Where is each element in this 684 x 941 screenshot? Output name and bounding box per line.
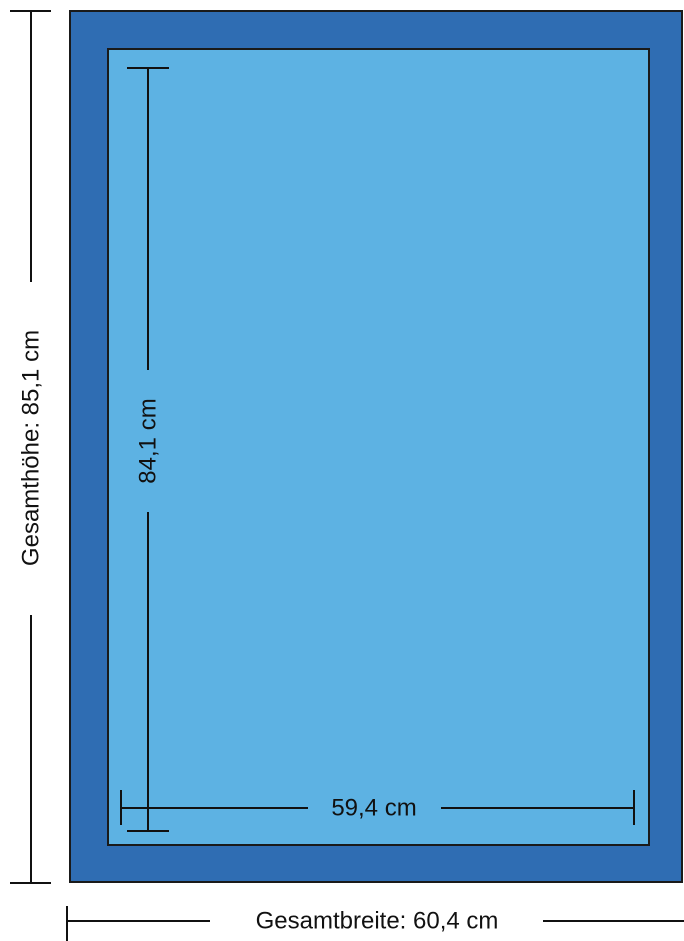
total-height-dimension: Gesamthöhe: 85,1 cm (10, 10, 51, 884)
total-width-dimension: Gesamtbreite: 60,4 cm (66, 906, 684, 941)
total-width-label: Gesamtbreite: 60,4 cm (256, 908, 499, 935)
inner-width-label: 59,4 cm (331, 795, 416, 822)
inner-panel (107, 48, 650, 846)
inner-width-dimension: 59,4 cm (120, 790, 635, 825)
inner-height-label: 84,1 cm (135, 398, 162, 483)
inner-height-dimension: 84,1 cm (127, 67, 169, 832)
total-height-label: Gesamthöhe: 85,1 cm (18, 330, 45, 566)
